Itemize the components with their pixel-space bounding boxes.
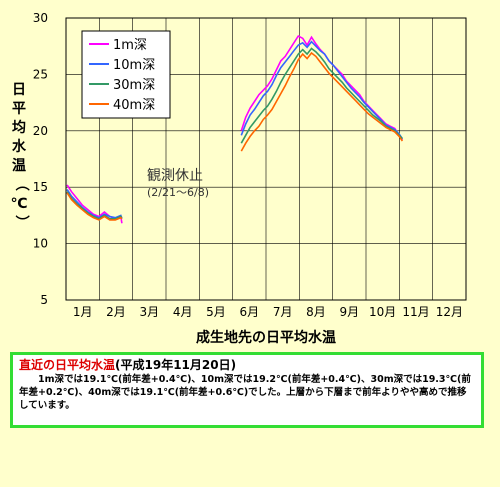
y-tick-label: 30 bbox=[33, 11, 48, 25]
x-tick-label: 6月 bbox=[240, 305, 260, 319]
y-tick-label: 15 bbox=[33, 180, 48, 194]
info-heading: 直近の日平均水温(平成19年11月20日) bbox=[19, 358, 475, 373]
y-label-char: 水 bbox=[12, 138, 27, 155]
annotation-title: 観測休止 bbox=[147, 167, 203, 184]
legend-label: 30m深 bbox=[113, 78, 155, 93]
series-line bbox=[66, 189, 123, 220]
x-tick-label: 8月 bbox=[306, 305, 326, 319]
info-text: 1m深では19.1℃(前年差+0.4℃)、10m深では19.2℃(前年差+0.4… bbox=[19, 374, 471, 411]
x-tick-label: 11月 bbox=[402, 305, 429, 319]
x-tick-label: 10月 bbox=[369, 305, 396, 319]
x-ticks: 1月 2月 3月 4月 5月 6月 7月 8月 9月 10月 11月 12月 bbox=[73, 305, 463, 319]
y-label-char: 平 bbox=[12, 101, 26, 117]
series-line bbox=[240, 40, 404, 140]
series-line bbox=[240, 47, 403, 144]
x-tick-label: 7月 bbox=[273, 305, 293, 319]
y-axis-label: 日平均水温 （ ℃ ） bbox=[11, 82, 29, 229]
info-box: 直近の日平均水温(平成19年11月20日) 1m深では19.1℃(前年差+0.4… bbox=[10, 352, 484, 428]
info-headline: 直近の日平均水温 bbox=[19, 358, 116, 372]
y-tick-label: 10 bbox=[33, 237, 48, 251]
x-tick-label: 2月 bbox=[106, 305, 126, 319]
x-tick-label: 5月 bbox=[206, 305, 226, 319]
y-label-char: 温 bbox=[12, 158, 26, 174]
y-label-char: 均 bbox=[12, 119, 26, 136]
y-label-char: （ bbox=[13, 177, 29, 191]
y-tick-label: 5 bbox=[40, 293, 48, 307]
x-tick-label: 1月 bbox=[73, 305, 93, 319]
x-tick-label: 3月 bbox=[140, 305, 160, 319]
annotation: 観測休止 (2/21〜6/8) bbox=[147, 167, 209, 199]
annotation-sub: (2/21〜6/8) bbox=[147, 186, 209, 199]
legend-label: 40m深 bbox=[113, 98, 155, 113]
series-line bbox=[240, 51, 404, 152]
y-label-char: 日 bbox=[12, 82, 26, 98]
y-tick-label: 20 bbox=[33, 124, 48, 138]
info-date: (平成19年11月20日) bbox=[115, 358, 237, 372]
x-axis-label: 成生地先の日平均水温 bbox=[196, 329, 336, 346]
legend-label: 10m深 bbox=[113, 58, 155, 73]
legend: 1m深 10m深 30m深 40m深 bbox=[81, 30, 171, 119]
x-tick-label: 9月 bbox=[340, 305, 360, 319]
series-line bbox=[66, 192, 123, 221]
grid bbox=[66, 18, 466, 300]
x-tick-label: 12月 bbox=[436, 305, 463, 319]
x-tick-label: 4月 bbox=[173, 305, 193, 319]
legend-label: 1m深 bbox=[113, 38, 147, 53]
y-tick-label: 25 bbox=[33, 67, 48, 81]
y-label-char: ） bbox=[13, 215, 29, 229]
y-label-char: ℃ bbox=[11, 196, 28, 212]
series-lines bbox=[66, 34, 404, 224]
y-ticks: 5 10 15 20 25 30 bbox=[33, 11, 48, 307]
